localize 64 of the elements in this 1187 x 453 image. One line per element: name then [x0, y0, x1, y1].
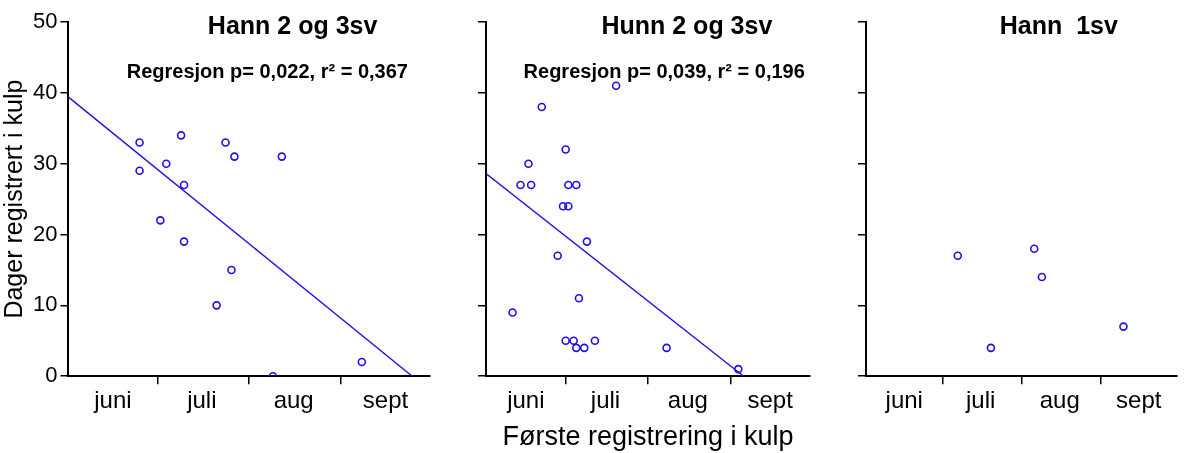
point — [1037, 272, 1047, 282]
point — [277, 152, 287, 161]
point — [564, 201, 573, 211]
point — [558, 201, 568, 211]
point — [516, 180, 525, 190]
y-axis-title: Dager registrert i kulp — [0, 79, 27, 319]
chart-title: Hann 2 og 3sv — [207, 11, 378, 39]
x-tick-label: juni — [93, 386, 132, 414]
point — [230, 152, 239, 161]
point — [571, 343, 581, 353]
point — [135, 138, 144, 147]
point — [564, 180, 573, 190]
point — [569, 336, 578, 346]
point — [662, 343, 671, 353]
x-tick-label: juni — [884, 386, 923, 414]
point — [1029, 244, 1039, 253]
point — [212, 301, 221, 310]
y-tick-label: 20 — [32, 220, 58, 246]
point — [508, 308, 517, 317]
chart-title: Hunn 2 og 3sv — [601, 11, 773, 39]
y-tick-label: 10 — [32, 291, 58, 317]
x-tick-label: juli — [965, 386, 996, 414]
point — [953, 251, 963, 261]
x-tick-label: juli — [589, 386, 621, 414]
x-tick-label: sept — [1116, 386, 1162, 414]
annotation: Regresjon p= 0,022, r² = 0,367 — [126, 60, 408, 82]
point — [179, 180, 189, 190]
point — [179, 237, 189, 246]
x-tick-label: sept — [362, 386, 409, 414]
y-tick-label: 30 — [32, 149, 58, 175]
point — [986, 343, 996, 353]
y-tick-label: 0 — [45, 362, 58, 388]
point — [1119, 322, 1128, 331]
point — [561, 145, 570, 154]
annotation: Regresjon p= 0,039, r² = 0,196 — [523, 60, 805, 82]
point — [734, 364, 743, 374]
x-axis-title: Første registrering i kulp — [502, 421, 794, 451]
point — [537, 102, 547, 112]
point — [590, 336, 600, 346]
x-tick-label: aug — [667, 386, 708, 414]
point — [582, 237, 592, 246]
point — [176, 131, 186, 140]
y-tick-label: 50 — [32, 8, 58, 34]
point — [553, 251, 563, 261]
point — [611, 81, 621, 91]
chart-title: Hann 1sv — [999, 11, 1118, 39]
point — [579, 343, 589, 353]
point — [161, 159, 171, 168]
x-tick-label: aug — [1039, 386, 1080, 414]
y-tick-label: 40 — [32, 78, 58, 104]
point — [526, 180, 536, 190]
point — [135, 166, 144, 176]
x-tick-label: sept — [747, 386, 794, 414]
point — [221, 138, 230, 147]
point — [227, 265, 236, 275]
point — [156, 216, 165, 225]
point — [524, 159, 533, 168]
x-tick-label: aug — [273, 386, 314, 414]
point — [571, 180, 581, 190]
point — [574, 293, 584, 303]
x-tick-label: juli — [186, 386, 217, 414]
point — [357, 357, 367, 367]
point — [561, 336, 570, 346]
x-tick-label: juni — [506, 386, 545, 414]
